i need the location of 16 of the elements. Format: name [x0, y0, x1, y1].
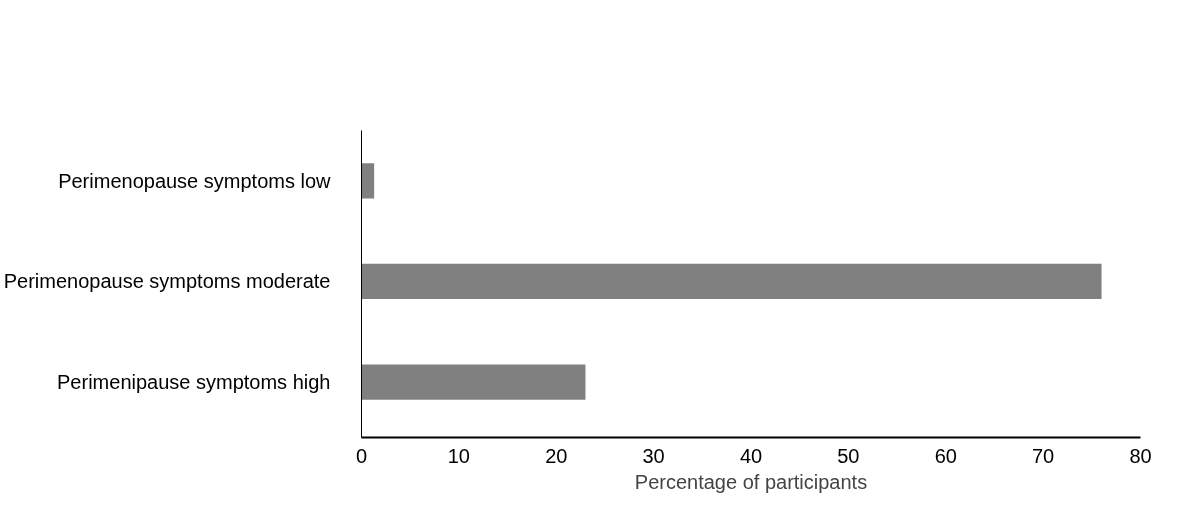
bar: [361, 364, 586, 400]
x-tick-label: 80: [1129, 444, 1152, 467]
x-tick-label: 60: [934, 444, 957, 467]
x-tick-label: 0: [355, 444, 368, 467]
y-tick-label: Perimenipause symptoms high: [57, 371, 331, 394]
x-tick-label: 40: [739, 444, 763, 467]
x-tick-label: 20: [545, 444, 568, 467]
x-tick-label: 70: [1032, 444, 1055, 467]
y-tick-label: Perimenopause symptoms moderate: [3, 270, 331, 293]
bar: [361, 163, 375, 199]
x-axis-title: Percentage of participants: [634, 470, 868, 493]
y-tick-label: Perimenopause symptoms low: [58, 169, 332, 192]
x-tick-label: 30: [642, 444, 665, 467]
x-tick-label: 10: [447, 444, 470, 467]
x-tick-label: 50: [837, 444, 860, 467]
bar: [361, 263, 1102, 300]
